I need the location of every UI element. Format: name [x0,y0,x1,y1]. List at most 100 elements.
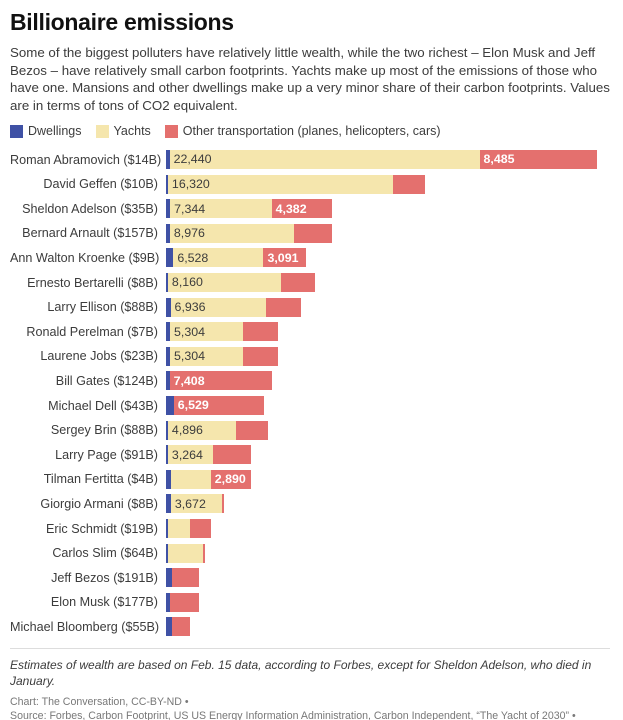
legend-item: Yachts [95,124,151,139]
chart-row-bars: 6,528 3,091 [166,248,613,268]
chart-row-bars: 6,529 [166,396,613,416]
bar-segment-yachts[interactable]: 5,304 [170,346,244,366]
chart-row: Ann Walton Kroenke ($9B) 6,528 3,091 [10,246,613,271]
bar-segment-other[interactable]: 8,485 [479,150,597,170]
bar-segment-yachts[interactable] [168,519,190,538]
bar-segment-yachts[interactable] [168,543,203,563]
chart-row-bars: 8,160 [166,273,613,293]
bar-value-label: 3,091 [267,250,299,265]
bar-segment-dwellings[interactable] [166,617,172,637]
chart-row-bars: 7,344 4,382 [166,199,613,219]
legend-label: Dwellings [28,124,82,139]
bar-segment-other[interactable]: 2,890 [210,469,251,489]
chart-row-label: Ronald Perelman ($7B) [26,324,158,339]
bar-segment-dwellings[interactable] [166,494,171,514]
bar-segment-other[interactable] [189,519,211,538]
bar-segment-other[interactable] [221,494,224,514]
bar-segment-dwellings[interactable] [166,445,168,465]
bar-segment-other[interactable] [170,592,200,612]
bar-segment-dwellings[interactable] [166,150,170,170]
bar-segment-other[interactable] [171,617,191,637]
bar-segment-dwellings[interactable] [166,519,169,538]
bar-segment-other[interactable] [266,297,301,317]
chart-row: Sergey Brin ($88B) 4,896 [10,418,613,443]
bar-segment-other[interactable]: 3,091 [263,248,307,268]
bar-segment-yachts[interactable]: 3,672 [170,494,222,514]
bar-segment-yachts[interactable]: 6,936 [170,297,267,317]
credit-chart-line: Chart: The Conversation, CC-BY-ND • [10,696,189,709]
chart-row-label: Roman Abramovich ($14B) [10,152,162,167]
bar-segment-other[interactable] [202,543,205,563]
bar-segment-yachts[interactable]: 3,264 [167,445,213,465]
chart-row: Michael Dell ($43B) 6,529 [10,393,613,418]
bar-segment-dwellings[interactable] [166,396,174,416]
bar-value-label: 5,304 [174,324,206,339]
bar-segment-other[interactable] [235,420,268,440]
bar-segment-yachts[interactable]: 5,304 [170,322,244,342]
bar-segment-yachts[interactable]: 22,440 [169,150,480,170]
chart-row-bars: 5,304 [166,322,613,342]
bar-segment-other[interactable]: 6,529 [173,396,264,416]
chart-row-bars: 8,976 [166,223,613,243]
chart-subtitle: Some of the biggest polluters have relat… [10,45,610,113]
bar-segment-yachts[interactable]: 8,160 [167,273,281,293]
chart-row: Roman Abramovich ($14B) 22,440 8,485 [10,147,613,172]
bar-segment-other[interactable]: 7,408 [169,371,272,391]
bar-value-label: 3,264 [171,447,203,462]
chart-row-label: Michael Bloomberg ($55B) [10,619,160,634]
legend-swatch-icon [10,124,23,138]
chart-row-bars [166,519,613,538]
bar-segment-other[interactable]: 4,382 [271,199,333,219]
chart-row: Eric Schmidt ($19B) [10,516,613,541]
bar-value-label: 8,485 [483,152,515,167]
bar-value-label: 6,936 [174,299,206,314]
bar-segment-dwellings[interactable] [166,592,171,612]
chart-row-label: Larry Page ($91B) [55,447,158,462]
bar-segment-dwellings[interactable] [166,297,171,317]
bar-segment-dwellings[interactable] [166,199,171,219]
bar-segment-other[interactable] [213,445,251,465]
bar-value-label: 2,890 [214,472,246,487]
bar-segment-dwellings[interactable] [166,223,170,243]
bar-segment-dwellings[interactable] [166,248,174,268]
bar-segment-dwellings[interactable] [166,420,168,440]
bar-segment-yachts[interactable]: 8,976 [169,223,294,243]
chart-row-bars: 3,264 [166,445,613,465]
chart-legend: Dwellings Yachts Other transportation (pla… [10,124,613,138]
bar-segment-yachts[interactable]: 7,344 [170,199,272,219]
bar-segment-yachts[interactable]: 4,896 [167,420,236,440]
bar-value-label: 8,160 [171,275,203,290]
bar-segment-yachts[interactable]: 6,528 [173,248,264,268]
bar-segment-other[interactable] [293,223,333,243]
bar-segment-dwellings[interactable] [166,346,170,366]
bar-segment-other[interactable] [243,322,278,342]
chart-plot-area: Roman Abramovich ($14B) 22,440 8,485 David … [10,147,613,639]
bar-segment-dwellings[interactable] [166,469,171,489]
bar-segment-yachts[interactable]: 16,320 [167,174,394,194]
bar-value-label: 7,408 [173,373,205,388]
chart-row-label: David Geffen ($10B) [43,177,158,192]
chart-row-label: Larry Ellison ($88B) [47,300,158,315]
bar-segment-other[interactable] [280,273,315,293]
bar-segment-dwellings[interactable] [166,568,172,588]
bar-segment-other[interactable] [393,174,425,194]
bar-segment-dwellings[interactable] [166,371,170,391]
bar-segment-other[interactable] [243,346,278,366]
legend-label: Yachts [113,124,151,139]
bar-segment-dwellings[interactable] [166,543,169,563]
chart-row: Larry Ellison ($88B) 6,936 [10,295,613,320]
chart-footnote: Estimates of wealth are based on Feb. 15… [10,648,610,689]
chart-row-bars: 3,672 [166,494,613,514]
bar-segment-other[interactable] [171,568,200,588]
bar-segment-dwellings[interactable] [166,174,168,194]
bar-segment-dwellings[interactable] [166,322,170,342]
chart-row: Larry Page ($91B) 3,264 [10,442,613,467]
bar-segment-dwellings[interactable] [166,273,168,293]
bar-segment-yachts[interactable] [170,469,211,489]
chart-row-label: Sergey Brin ($88B) [50,423,158,438]
chart-row: Ronald Perelman ($7B) 5,304 [10,319,613,344]
chart-row-label: Elon Musk ($177B) [50,595,158,610]
chart-row-bars [166,592,613,612]
chart-row-bars: 16,320 [166,174,613,194]
